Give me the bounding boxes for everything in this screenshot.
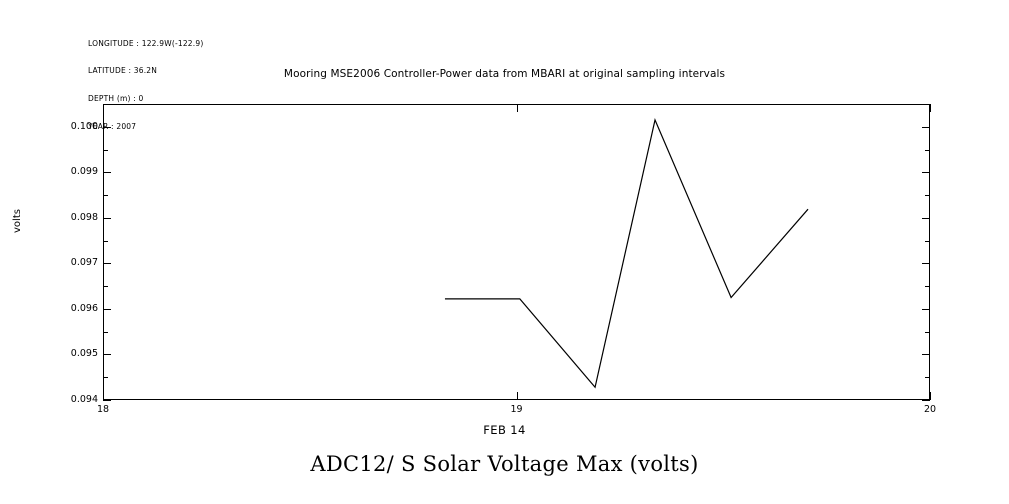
chart-title: Mooring MSE2006 Controller-Power data fr… [283,68,726,80]
y-tick-label: 0.094 [70,394,98,405]
y-axis-label: volts [12,209,23,233]
y-tick-label: 0.095 [70,348,98,360]
y-tick-label: 0.096 [70,302,98,314]
x-tick-label: 18 [96,404,110,415]
x-tick-label: 19 [510,404,523,415]
y-tick-label: 0.100 [70,120,98,132]
plot-area [103,104,930,400]
station-metadata: LONGITUDE : 122.9W(-122.9) LATITUDE : 36… [88,20,203,141]
metadata-longitude: LONGITUDE : 122.9W(-122.9) [88,38,204,48]
y-axis-tick-labels: 0.094 0.095 0.096 0.097 0.098 0.099 0.100 [36,0,98,504]
y-tick-label: 0.099 [70,166,98,178]
metadata-year: YEAR : 2007 [88,122,137,132]
y-tick-label: 0.098 [70,211,98,223]
metadata-latitude: LATITUDE : 36.2N [88,66,158,76]
x-axis-tick-labels: 18 19 20 [0,404,1009,420]
main-caption: ADC12/ S Solar Voltage Max (volts) [310,452,699,476]
metadata-depth: DEPTH (m) : 0 [88,94,144,104]
y-tick-label: 0.097 [70,257,98,269]
x-axis-label: FEB 14 [483,423,526,437]
x-tick-label: 20 [923,404,937,415]
